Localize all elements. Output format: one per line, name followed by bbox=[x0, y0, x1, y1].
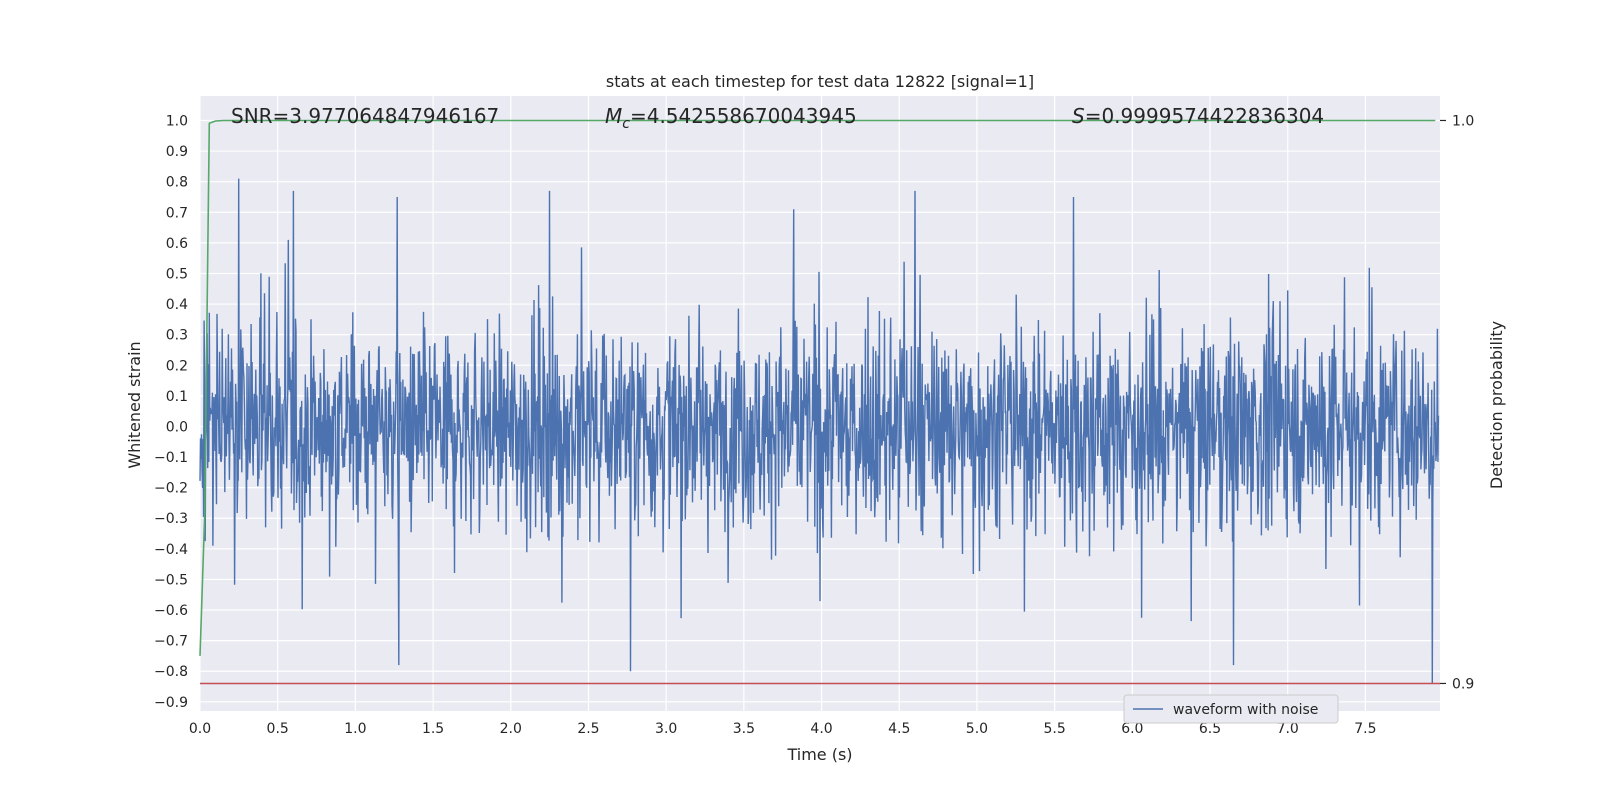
x-tick-label: 5.5 bbox=[1044, 721, 1066, 737]
x-tick-label: 7.0 bbox=[1277, 721, 1299, 737]
y-tick-label: −0.8 bbox=[154, 664, 188, 680]
y-tick-label: −0.6 bbox=[154, 603, 188, 619]
x-tick-label: 2.5 bbox=[577, 721, 599, 737]
y-axis-label: Whitened strain bbox=[125, 341, 144, 468]
x-tick-label: 3.0 bbox=[655, 721, 677, 737]
y-tick-label: −0.2 bbox=[154, 481, 188, 497]
y-tick-label: −0.1 bbox=[154, 450, 188, 466]
x-tick-label: 1.0 bbox=[344, 721, 366, 737]
x-tick-label: 6.5 bbox=[1199, 721, 1221, 737]
x-tick-label: 6.0 bbox=[1121, 721, 1143, 737]
annotation-score-symbol: S bbox=[1072, 104, 1085, 128]
x-tick-label: 0.5 bbox=[267, 721, 289, 737]
y2-axis-label: Detection probability bbox=[1487, 321, 1506, 489]
y-tick-label: −0.3 bbox=[154, 511, 188, 527]
x-tick-label: 0.0 bbox=[189, 721, 211, 737]
annotation-chirp-mass-subscript: c bbox=[622, 116, 630, 132]
y-tick-label: 0.0 bbox=[166, 419, 188, 435]
y-tick-label: −0.5 bbox=[154, 572, 188, 588]
annotation-score-value: =0.9999574422836304 bbox=[1085, 104, 1324, 128]
annotation-chirp-mass-value: =4.542558670043945 bbox=[630, 104, 857, 128]
x-tick-label: 5.0 bbox=[966, 721, 988, 737]
y-tick-label: 0.7 bbox=[166, 205, 188, 221]
series-layer bbox=[199, 119, 1440, 685]
y-tick-label: 0.8 bbox=[166, 175, 188, 191]
legend-box bbox=[1123, 694, 1339, 724]
x-tick-label: 2.0 bbox=[500, 721, 522, 737]
y-tick-label: 0.5 bbox=[166, 266, 188, 282]
x-axis-label: Time (s) bbox=[786, 745, 852, 764]
legend-label-waveform: waveform with noise bbox=[1173, 702, 1318, 718]
x-axis-ticks: 0.0 0.5 1.0 1.5 2.0 2.5 3.0 3.5 4.0 4.5 5.0 5.5 6.0 6… bbox=[189, 721, 1377, 737]
annotation-snr: SNR=3.977064847946167 bbox=[231, 104, 499, 128]
series-detection-probability bbox=[199, 119, 1436, 656]
y-tick-label: 0.6 bbox=[166, 236, 188, 252]
x-tick-label: 3.5 bbox=[733, 721, 755, 737]
x-tick-label: 1.5 bbox=[422, 721, 444, 737]
y-axis-ticks: 1.0 0.9 0.8 0.7 0.6 0.5 0.4 0.3 0.2 0.1 0.0 −0.1 −0.… bbox=[154, 113, 188, 710]
y-tick-label: 0.1 bbox=[166, 389, 188, 405]
y-tick-label: 1.0 bbox=[166, 113, 188, 129]
legend: waveform with noise bbox=[1123, 694, 1339, 724]
y-tick-label: −0.4 bbox=[154, 542, 188, 558]
annotation-chirp-mass-symbol: M bbox=[605, 104, 622, 128]
x-tick-label: 7.5 bbox=[1354, 721, 1376, 737]
annotation-chirp-mass: Mc=4.542558670043945 bbox=[605, 104, 857, 132]
y-tick-label: −0.7 bbox=[154, 634, 188, 650]
y-tick-label: 0.9 bbox=[166, 144, 188, 160]
x-tick-label: 4.5 bbox=[888, 721, 910, 737]
y2-axis-ticks: 1.0 0.9 bbox=[1440, 113, 1474, 692]
y-tick-label: 0.4 bbox=[166, 297, 188, 313]
y2-tick-label: 0.9 bbox=[1452, 676, 1474, 692]
series-waveform-with-noise bbox=[199, 178, 1440, 684]
y-tick-label: 0.3 bbox=[166, 328, 188, 344]
x-tick-label: 4.0 bbox=[810, 721, 832, 737]
chart-title: stats at each timestep for test data 128… bbox=[606, 72, 1034, 91]
y2-tick-label: 1.0 bbox=[1452, 113, 1474, 129]
annotation-score: S=0.9999574422836304 bbox=[1072, 104, 1324, 128]
y-tick-label: −0.9 bbox=[154, 695, 188, 711]
y-tick-label: 0.2 bbox=[166, 358, 188, 374]
